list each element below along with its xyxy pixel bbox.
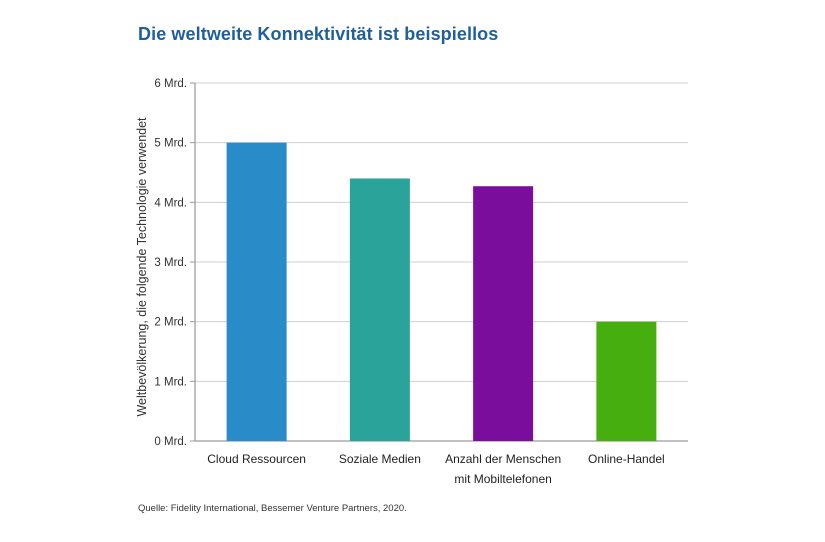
- x-tick-label: Soziale Medien: [339, 452, 421, 466]
- x-axis-labels: Cloud Ressourcen Soziale Medien Anzahl der…: [207, 452, 664, 486]
- y-tick-label: 0 Mrd.: [154, 436, 187, 448]
- y-tick-label: 1 Mrd.: [154, 376, 187, 388]
- y-axis-label: Weltbevölkerung, die folgende Technologi…: [135, 117, 149, 417]
- bar: [596, 321, 657, 441]
- x-tick-label-line: mit Mobiltelefonen: [454, 472, 551, 486]
- bar: [473, 186, 534, 441]
- y-tick-label: 5 Mrd.: [154, 138, 187, 150]
- x-tick-label: Online-Handel: [588, 452, 665, 466]
- bar: [349, 178, 410, 441]
- x-tick-label-line: Anzahl der Menschen: [445, 452, 561, 466]
- source-note: Quelle: Fidelity International, Bessemer…: [138, 503, 407, 514]
- y-tick-label: 6 Mrd.: [154, 78, 187, 90]
- bar: [226, 142, 287, 441]
- chart-title: Die weltweite Konnektivität ist beispiel…: [138, 24, 499, 44]
- y-tick-label: 4 Mrd.: [154, 197, 187, 209]
- x-tick-label: Anzahl der Menschen mit Mobiltelefonen: [445, 452, 561, 486]
- bars: [226, 142, 657, 441]
- x-tick-label-line: Cloud Ressourcen: [207, 452, 306, 466]
- y-tick-label: 2 Mrd.: [154, 317, 187, 329]
- x-tick-label-line: Online-Handel: [588, 452, 665, 466]
- y-tick-label: 3 Mrd.: [154, 257, 187, 269]
- x-tick-label-line: Soziale Medien: [339, 452, 421, 466]
- x-tick-label: Cloud Ressourcen: [207, 452, 306, 466]
- y-axis-ticks: 0 Mrd. 1 Mrd. 2 Mrd. 3 Mrd. 4 Mrd. 5 Mrd. 6 Mr…: [154, 78, 195, 448]
